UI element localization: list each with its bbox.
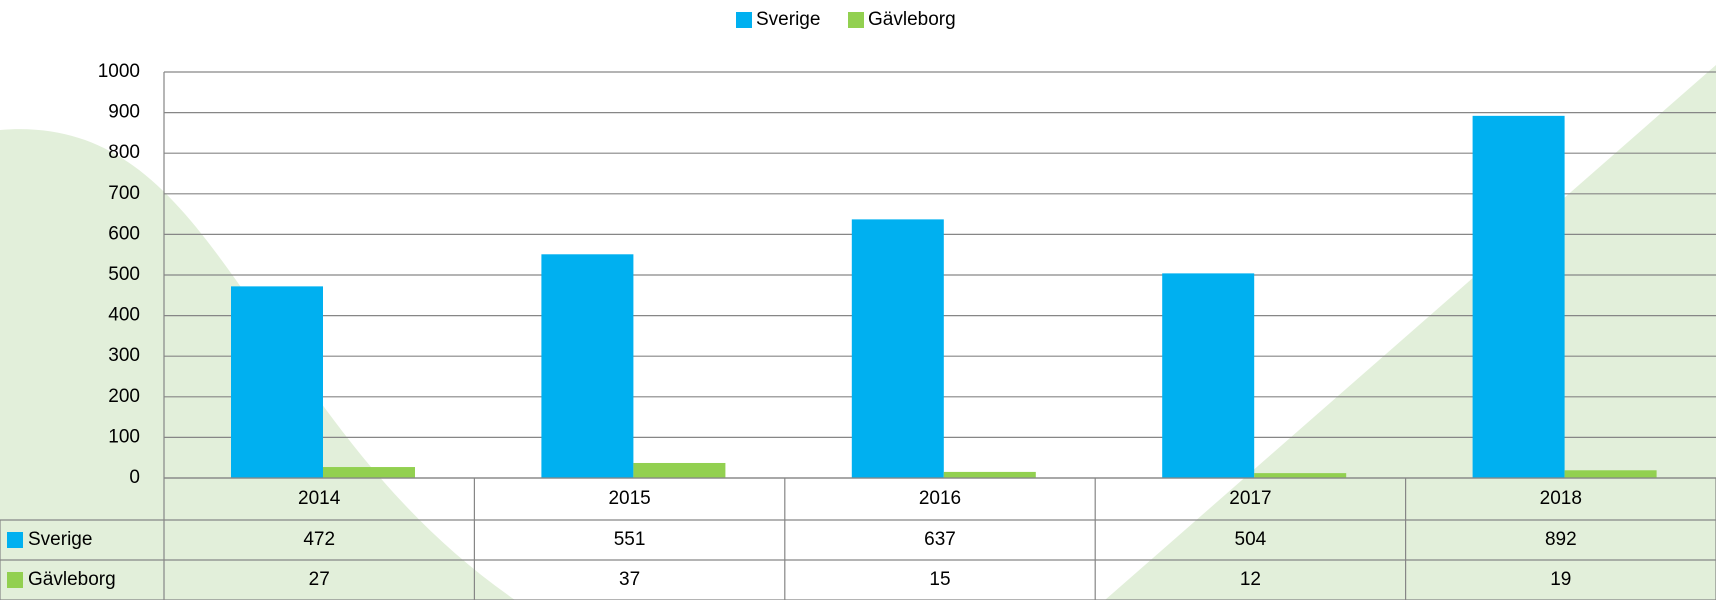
y-tick-label: 200 (108, 386, 140, 407)
bar (852, 219, 944, 478)
x-tick-label: 2017 (1229, 488, 1271, 509)
table-value: 472 (303, 529, 335, 550)
y-tick-label: 700 (108, 183, 140, 204)
bar (1254, 473, 1346, 478)
legend-key (736, 12, 752, 28)
table-value: 551 (614, 529, 646, 550)
y-tick-label: 600 (108, 223, 140, 244)
table-value: 892 (1545, 529, 1577, 550)
table-value: 637 (924, 529, 956, 550)
table-value: 19 (1550, 569, 1571, 590)
legend-label: Sverige (756, 9, 820, 30)
legend-key (848, 12, 864, 28)
x-tick-label: 2015 (608, 488, 650, 509)
table-value: 12 (1240, 569, 1261, 590)
bar (1473, 116, 1565, 478)
y-tick-label: 900 (108, 102, 140, 123)
table-series-name: Gävleborg (28, 569, 116, 590)
bar (1565, 470, 1657, 478)
x-tick-label: 2014 (298, 488, 341, 509)
legend-label: Gävleborg (868, 9, 956, 30)
bar (633, 463, 725, 478)
table-value: 37 (619, 569, 640, 590)
y-tick-label: 300 (108, 345, 140, 366)
table-value: 504 (1235, 529, 1267, 550)
bar (1162, 273, 1254, 478)
y-tick-label: 500 (108, 264, 140, 285)
table-legend-key (7, 532, 23, 548)
x-tick-label: 2016 (919, 488, 961, 509)
y-tick-label: 400 (108, 305, 140, 326)
table-legend-key (7, 572, 23, 588)
bar (944, 472, 1036, 478)
bar (323, 467, 415, 478)
bar (541, 254, 633, 478)
chart: 0 100 200 300 400 500 600 700 800 900 1000 2014 472 2… (0, 0, 1716, 600)
table-series-name: Sverige (28, 529, 92, 550)
x-tick-label: 2018 (1540, 488, 1582, 509)
y-tick-label: 100 (108, 426, 140, 447)
table-value: 27 (309, 569, 330, 590)
y-tick-label: 800 (108, 142, 140, 163)
bar (231, 286, 323, 478)
y-tick-label: 1000 (98, 61, 140, 82)
table-value: 15 (929, 569, 950, 590)
y-tick-label: 0 (129, 467, 140, 488)
